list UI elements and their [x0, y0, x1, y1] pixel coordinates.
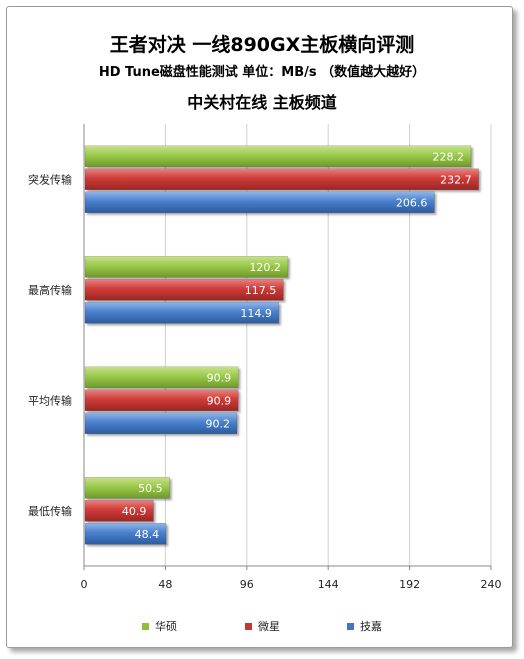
data-label: 114.9: [240, 307, 272, 320]
legend-item: 微星: [245, 618, 280, 634]
bar: [84, 389, 239, 411]
bar: [84, 500, 154, 522]
category-label: 平均传输: [28, 393, 72, 407]
bar: [84, 168, 479, 190]
data-label: 117.5: [245, 284, 277, 297]
legend-item: 华硕: [142, 618, 177, 634]
bar: [84, 477, 170, 499]
data-label: 48.4: [135, 528, 160, 541]
chart-source: 中关村在线 主板频道: [187, 93, 337, 112]
legend-label: 技嘉: [360, 620, 382, 633]
data-label: 228.2: [432, 150, 464, 163]
data-label: 206.6: [396, 196, 428, 209]
data-label: 90.2: [205, 417, 230, 430]
x-tick-label: 240: [481, 578, 502, 591]
chart-legend: 华硕 微星 技嘉: [0, 618, 524, 634]
legend-label: 华硕: [155, 620, 177, 633]
bar: [84, 523, 167, 545]
bar: [84, 366, 239, 388]
x-tick-label: 96: [240, 578, 254, 591]
category-label: 突发传输: [28, 172, 72, 186]
bar: [84, 279, 284, 301]
bar: [84, 256, 289, 278]
data-label: 90.9: [207, 371, 232, 384]
x-tick-label: 0: [81, 578, 88, 591]
data-label: 90.9: [207, 394, 232, 407]
legend-swatch: [245, 622, 252, 630]
data-label: 232.7: [440, 173, 472, 186]
legend-label: 微星: [258, 620, 280, 633]
category-label: 最低传输: [28, 504, 72, 518]
x-tick-label: 144: [318, 578, 339, 591]
category-label: 最高传输: [28, 283, 72, 297]
chart-title: 王者对决 一线890GX主板横向评测: [109, 34, 415, 56]
x-tick-label: 48: [158, 578, 172, 591]
legend-swatch: [142, 622, 149, 630]
bar: [84, 412, 238, 434]
chart-subtitle: HD Tune磁盘性能测试 单位：MB/s （数值越大越好）: [98, 65, 426, 80]
bar: [84, 191, 435, 213]
legend-swatch: [347, 622, 354, 630]
data-label: 120.2: [249, 261, 281, 274]
x-tick-label: 192: [399, 578, 420, 591]
data-label: 40.9: [122, 505, 147, 518]
bar: [84, 302, 280, 324]
data-label: 50.5: [138, 482, 163, 495]
legend-item: 技嘉: [347, 618, 382, 634]
bar: [84, 145, 472, 167]
